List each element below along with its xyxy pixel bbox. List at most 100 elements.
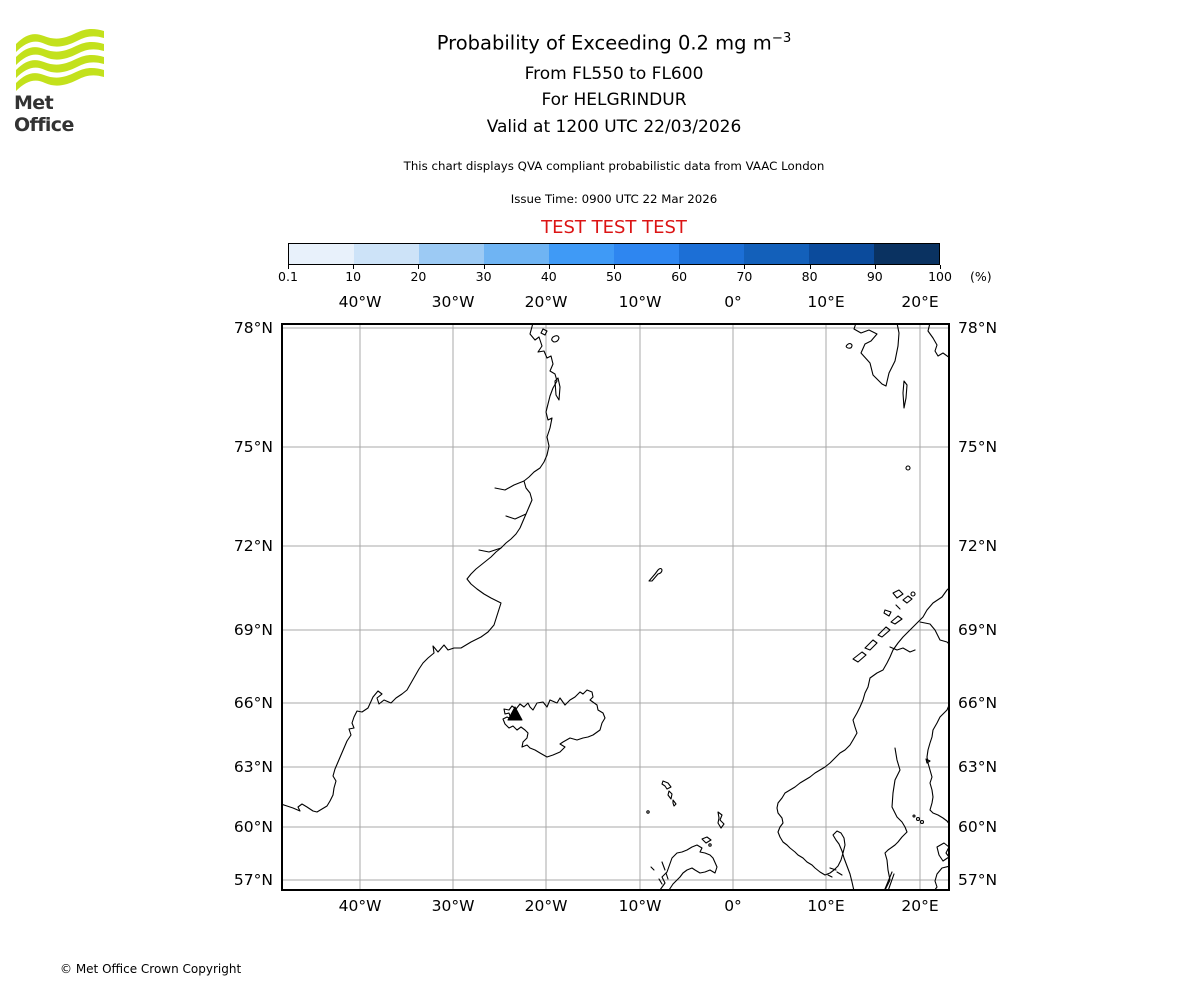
colorbar-tick-label: 0.1 (278, 269, 298, 284)
colorbar-tick (353, 265, 355, 269)
coastline-greenland (281, 323, 558, 813)
lat-label-left-69°N: 69°N (233, 621, 273, 639)
lon-label-bottom-10°E: 10°E (807, 897, 845, 915)
colorbar-tick-label: 80 (801, 269, 818, 284)
orkney-dot (708, 843, 712, 847)
graticule-gridlines (281, 323, 950, 891)
subtitle-volcano: For HELGRINDUR (541, 90, 687, 110)
met-office-logo-icon (16, 28, 104, 91)
greenland-offshore-islands (540, 328, 561, 401)
lon-label-top-10°W: 10°W (618, 293, 662, 311)
colorbar-tick-label: 10 (345, 269, 362, 284)
lon-label-top-20°W: 20°W (524, 293, 568, 311)
coastline-svalbard (845, 323, 950, 409)
colorbar-tick-label: 60 (671, 269, 688, 284)
lat-label-left-60°N: 60°N (233, 818, 273, 836)
lat-label-left-78°N: 78°N (233, 319, 273, 337)
colorbar-segment-1 (289, 244, 354, 264)
lofoten-islands (852, 615, 903, 663)
lat-label-right-63°N: 63°N (958, 758, 998, 776)
lon-label-bottom-10°W: 10°W (618, 897, 662, 915)
lat-label-right-66°N: 66°N (958, 694, 998, 712)
colorbar-tick-label: 70 (736, 269, 753, 284)
coastline-norway (776, 586, 950, 891)
sweden-baltic-coast (884, 747, 908, 891)
copyright-text: © Met Office Crown Copyright (60, 962, 242, 976)
map-panel (281, 323, 950, 891)
colorbar-segment-6 (614, 244, 679, 264)
oland-island (884, 871, 895, 891)
colorbar-segment-10 (874, 244, 939, 264)
colorbar-tick-label: 30 (475, 269, 492, 284)
probability-colorbar (288, 243, 940, 265)
colorbar-tick-label: 40 (540, 269, 557, 284)
colorbar-tick (744, 265, 746, 269)
page-title: Probability of Exceeding 0.2 mg m−3 (214, 31, 1014, 55)
colorbar-tick (940, 265, 941, 269)
compliance-note: This chart displays QVA compliant probab… (403, 159, 825, 173)
greenland-fjords (478, 480, 527, 553)
lat-label-left-72°N: 72°N (233, 537, 273, 555)
test-banner: TEST TEST TEST (541, 217, 687, 238)
lon-label-bottom-0°: 0° (724, 897, 742, 915)
colorbar-segment-4 (484, 244, 549, 264)
tromso-islands (883, 589, 913, 617)
colorbar-tick-label: 90 (866, 269, 883, 284)
colorbar-segment-8 (744, 244, 809, 264)
finnmark-coast (889, 621, 950, 653)
lat-label-right-78°N: 78°N (958, 319, 998, 337)
lon-label-bottom-40°W: 40°W (338, 897, 382, 915)
lat-label-right-69°N: 69°N (958, 621, 998, 639)
lon-label-top-30°W: 30°W (431, 293, 475, 311)
colorbar-tick-label: 20 (410, 269, 427, 284)
lon-label-bottom-30°W: 30°W (431, 897, 475, 915)
colorbar-unit-label: (%) (970, 269, 992, 284)
st-kilda-dot (646, 810, 650, 814)
lat-label-left-66°N: 66°N (233, 694, 273, 712)
colorbar-segment-2 (354, 244, 419, 264)
colorbar-tick (418, 265, 420, 269)
colorbar-tick (614, 265, 615, 269)
orkney-islands (701, 836, 712, 844)
colorbar-segment-7 (679, 244, 744, 264)
title-text: Probability of Exceeding 0.2 mg m (436, 31, 772, 55)
lat-label-right-57°N: 57°N (958, 871, 998, 889)
lon-label-top-20°E: 20°E (901, 293, 939, 311)
title-superscript: −3 (771, 31, 792, 46)
lat-label-left-63°N: 63°N (233, 758, 273, 776)
coastline-iceland (502, 689, 606, 758)
logo-wordmark: Met Office (14, 92, 74, 136)
colorbar-tick-label: 50 (606, 269, 622, 284)
colorbar-segment-5 (549, 244, 614, 264)
baltic-se-coast (933, 865, 950, 891)
aland-dot-1 (915, 816, 921, 822)
colorbar-tick (874, 265, 876, 269)
bothnia-coast (926, 702, 950, 826)
issue-time: Issue Time: 0900 UTC 22 Mar 2026 (510, 192, 718, 206)
lon-label-top-40°W: 40°W (338, 293, 382, 311)
lat-label-left-57°N: 57°N (233, 871, 273, 889)
coastline-scotland (659, 844, 718, 891)
colorbar-tick (679, 265, 681, 269)
lon-label-top-0°: 0° (724, 293, 742, 311)
colorbar-tick-label: 100 (928, 269, 952, 284)
lat-label-left-75°N: 75°N (233, 438, 273, 456)
lon-label-top-10°E: 10°E (807, 293, 845, 311)
gotland-island (936, 842, 950, 862)
colorbar-tick (548, 265, 550, 269)
lat-label-right-72°N: 72°N (958, 537, 998, 555)
aland-dot-2 (919, 819, 925, 825)
subtitle-flight-levels: From FL550 to FL600 (524, 64, 704, 84)
lon-label-bottom-20°W: 20°W (524, 897, 568, 915)
hebrides-islands (650, 861, 669, 885)
colorbar-tick (483, 265, 485, 269)
aland-dot-3 (912, 814, 916, 818)
lat-label-right-60°N: 60°N (958, 818, 998, 836)
subtitle-valid-time: Valid at 1200 UTC 22/03/2026 (486, 117, 742, 137)
colorbar-segment-3 (419, 244, 484, 264)
map-frame (281, 323, 950, 891)
volcano-marker-helgrindur (507, 706, 523, 721)
lat-label-right-75°N: 75°N (958, 438, 998, 456)
colorbar-tick (288, 265, 289, 269)
